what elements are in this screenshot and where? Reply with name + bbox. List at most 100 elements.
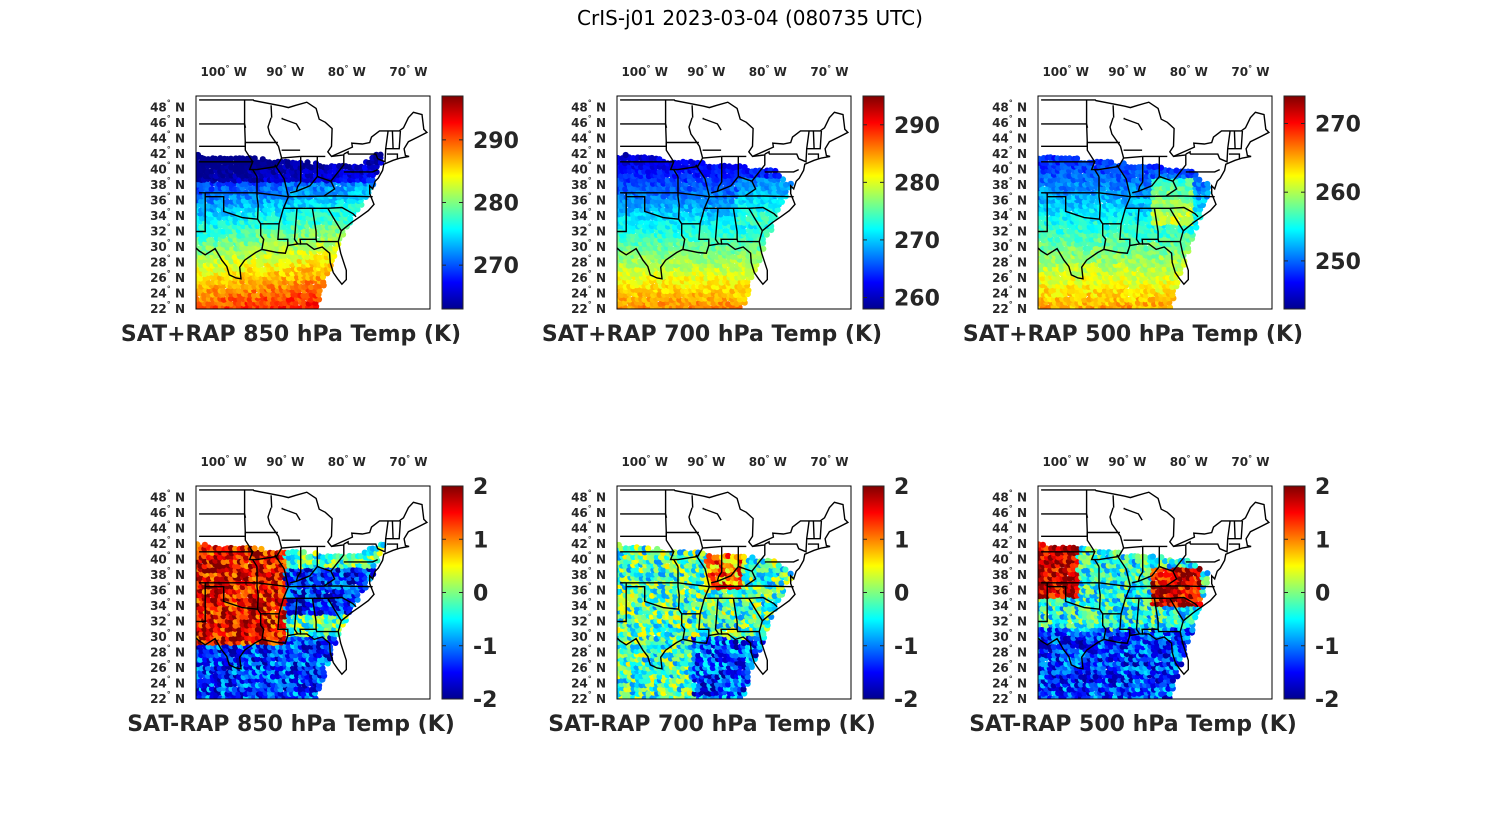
state-boundaries [196, 99, 429, 286]
panel-title: SAT+RAP 500 hPa Temp (K) [963, 322, 1303, 347]
lat-tick-label: 42° N [150, 535, 185, 551]
lat-tick-label: 24° N [992, 675, 1027, 691]
border-line [1138, 175, 1178, 197]
colorbar-tick-label: 250 [1315, 250, 1361, 275]
border-line [196, 196, 206, 233]
lat-tick-label: 46° N [571, 504, 606, 520]
border-line [1185, 540, 1191, 545]
border-line [343, 150, 349, 155]
border-line [1038, 196, 1048, 233]
border-line [764, 540, 770, 545]
lat-tick-label: 38° N [571, 176, 606, 192]
lat-tick-label: 30° N [150, 628, 185, 644]
colorbar-tick-label: 0 [1315, 582, 1330, 607]
border-line [711, 156, 723, 194]
border-line [764, 150, 770, 155]
border-line [391, 520, 394, 539]
border-line [812, 520, 815, 539]
lat-tick-label: 40° N [571, 161, 606, 177]
border-line [330, 544, 345, 572]
state-boundaries [617, 99, 850, 286]
border-line [664, 513, 668, 518]
state-boundaries [1038, 99, 1271, 286]
lat-tick-label: 26° N [571, 269, 606, 285]
map-panel-sat-minus-rap-500: 100° W 90° W 80° W 70° W 48° N46° N44° N42° … [969, 454, 1339, 737]
colorbar-tick-label: -2 [473, 688, 497, 713]
lat-tick-label: 26° N [992, 269, 1027, 285]
lat-tick-label: 40° N [150, 161, 185, 177]
colorbar-tick-label: 2 [473, 475, 488, 500]
lat-tick-label: 26° N [571, 659, 606, 675]
lat-tick-label: 22° N [992, 300, 1027, 316]
border-line [267, 507, 283, 549]
lat-tick-label: 24° N [150, 675, 185, 691]
lon-tick-label: 90° W [1108, 454, 1146, 469]
border-line [688, 117, 704, 159]
lat-tick-label: 38° N [992, 566, 1027, 582]
colorbar-tick-label: 290 [473, 129, 519, 154]
border-line [1085, 489, 1096, 553]
lat-tick-label: 48° N [571, 489, 606, 505]
colorbar-tick-label: -1 [894, 635, 918, 660]
lat-tick-label: 28° N [150, 644, 185, 660]
border-line [243, 513, 247, 518]
border-line [270, 495, 273, 508]
lat-tick-label: 46° N [992, 504, 1027, 520]
lat-tick-label: 28° N [571, 254, 606, 270]
border-line [1228, 153, 1241, 160]
border-line [290, 546, 302, 584]
border-line [1169, 207, 1184, 232]
state-boundaries [1038, 489, 1271, 676]
border-line [1228, 543, 1241, 550]
border-line [617, 196, 627, 233]
coastline [617, 489, 850, 676]
border-line [764, 558, 799, 563]
lat-tick-label: 44° N [150, 130, 185, 146]
border-line [243, 489, 254, 553]
lat-tick-label: 28° N [992, 644, 1027, 660]
border-line [691, 495, 694, 508]
border-line [1173, 544, 1186, 548]
border-line [625, 192, 686, 250]
map-frame [616, 95, 852, 310]
lat-tick-label: 46° N [150, 504, 185, 520]
border-line [717, 565, 757, 587]
colorbar-tick-label: 270 [1315, 112, 1361, 137]
border-line [769, 130, 810, 163]
lon-tick-label: 80° W [749, 64, 787, 79]
border-line [267, 117, 283, 159]
map-panel-sat-minus-rap-700: 100° W 90° W 80° W 70° W 48° N46° N44° N42° … [548, 454, 918, 737]
colorbar-tick-label: 1 [1315, 528, 1330, 553]
border-line [296, 175, 336, 197]
lon-tick-label: 70° W [389, 454, 427, 469]
colorbar-tick-label: 0 [473, 582, 488, 607]
border-line [688, 507, 704, 549]
lat-tick-label: 36° N [571, 192, 606, 208]
border-line [625, 582, 686, 640]
lat-tick-label: 36° N [992, 192, 1027, 208]
colorbar-tick-label: 280 [894, 171, 940, 196]
lat-tick-label: 26° N [992, 659, 1027, 675]
retrieval-dots [196, 541, 387, 699]
colorbar-tick-label: 260 [894, 286, 940, 311]
map-frame [195, 95, 431, 310]
retrieval-dots [1038, 154, 1211, 309]
border-line [751, 544, 766, 572]
border-line [1172, 154, 1187, 182]
border-line [327, 597, 342, 622]
lat-tick-label: 42° N [571, 535, 606, 551]
colorbar-tick-label: 290 [894, 114, 940, 139]
lat-tick-label: 34° N [992, 597, 1027, 613]
border-line [736, 239, 759, 243]
border-line [386, 543, 399, 550]
border-line [293, 598, 299, 635]
lat-tick-label: 30° N [150, 238, 185, 254]
border-line [1138, 565, 1178, 587]
lat-tick-label: 40° N [150, 551, 185, 567]
lat-tick-label: 32° N [992, 613, 1027, 629]
lat-tick-label: 38° N [992, 176, 1027, 192]
border-line [296, 565, 336, 587]
border-line [1112, 495, 1115, 508]
border-line [204, 192, 265, 250]
